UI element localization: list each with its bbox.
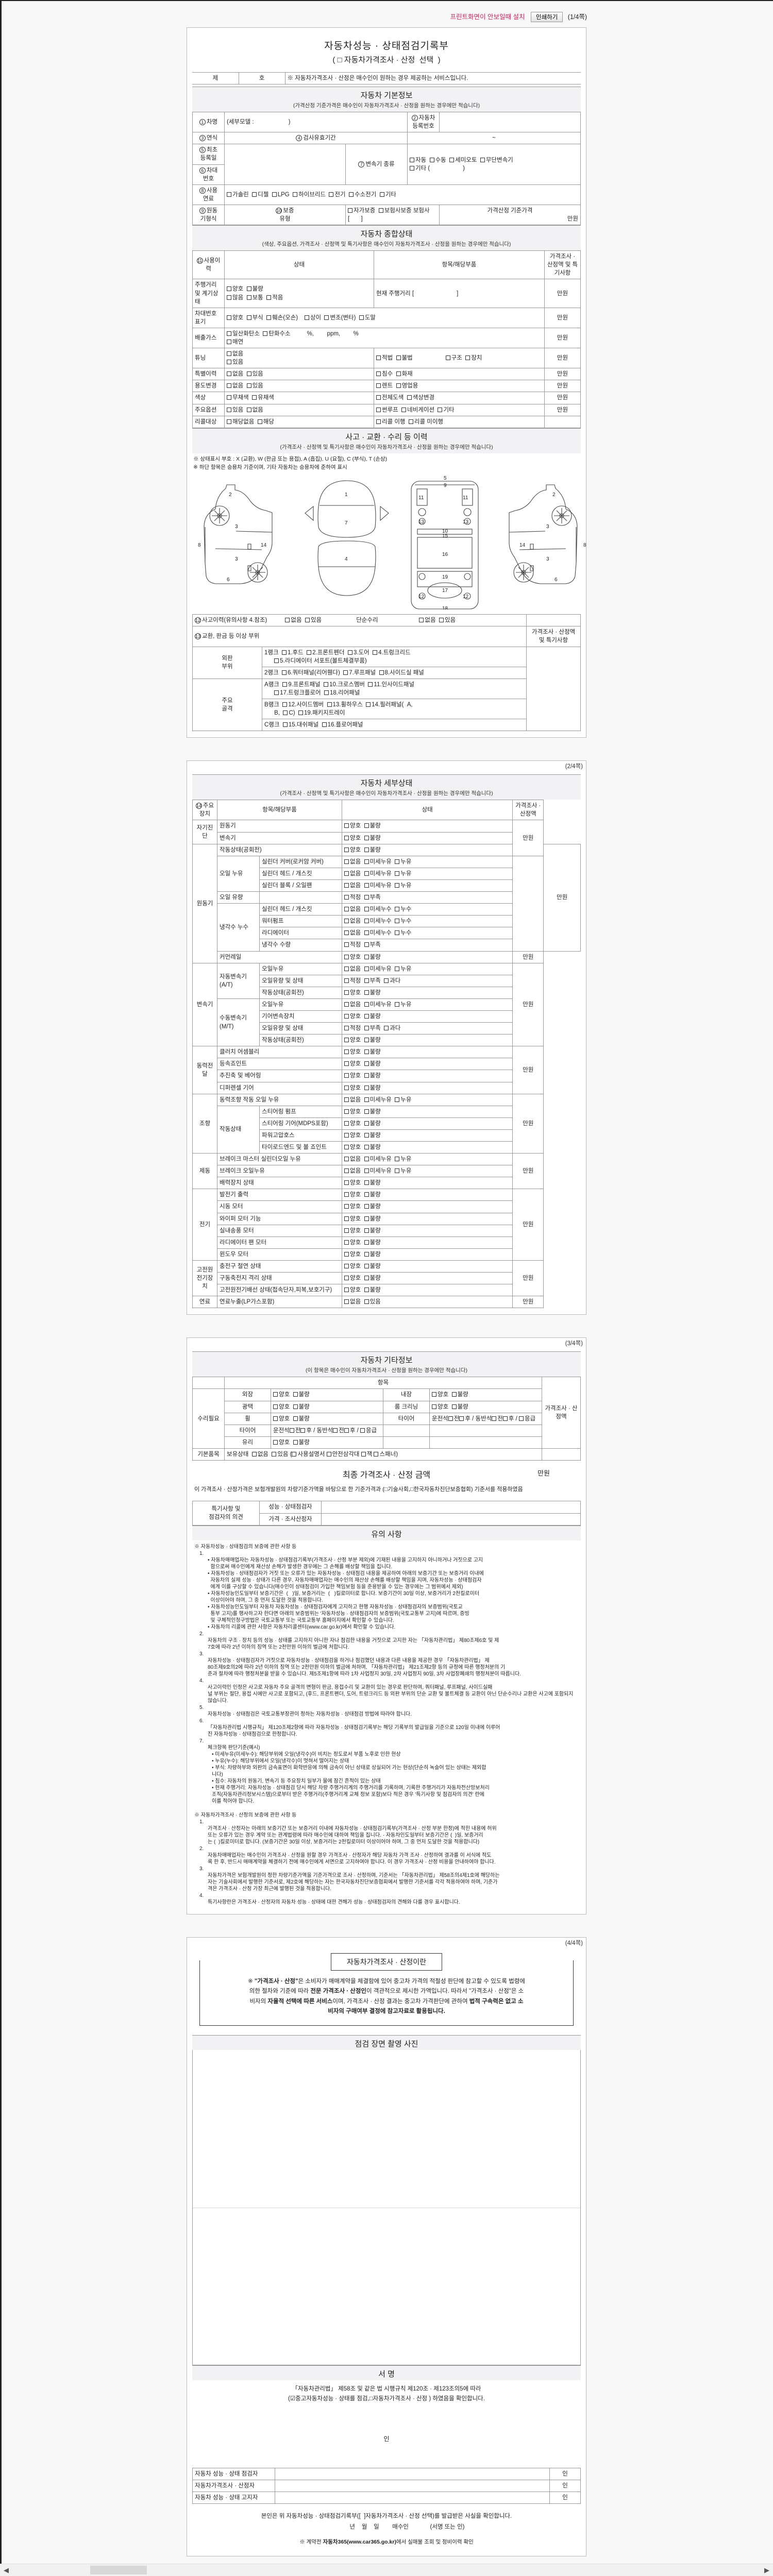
svg-text:11: 11: [418, 495, 424, 501]
svg-text:12: 12: [418, 594, 425, 600]
svg-text:11: 11: [463, 495, 468, 501]
svg-text:12: 12: [463, 594, 469, 600]
svg-text:6: 6: [554, 577, 558, 583]
svg-text:5: 5: [444, 476, 447, 481]
svg-text:9: 9: [444, 483, 447, 488]
svg-text:3: 3: [546, 524, 549, 530]
svg-text:8: 8: [198, 543, 201, 548]
svg-text:8: 8: [583, 543, 586, 548]
svg-text:13: 13: [463, 519, 469, 525]
svg-text:4: 4: [345, 556, 348, 562]
svg-text:14: 14: [261, 543, 267, 548]
svg-text:18: 18: [442, 606, 448, 609]
svg-text:13: 13: [418, 519, 425, 525]
svg-text:7: 7: [345, 520, 348, 526]
svg-text:19: 19: [442, 574, 448, 580]
svg-text:15: 15: [442, 533, 448, 539]
svg-text:2: 2: [552, 492, 556, 498]
svg-text:6: 6: [227, 577, 230, 583]
svg-text:3: 3: [546, 556, 549, 562]
svg-text:3: 3: [235, 524, 238, 530]
svg-text:16: 16: [442, 552, 448, 557]
svg-text:14: 14: [519, 543, 526, 548]
svg-text:1: 1: [345, 492, 348, 498]
svg-text:3: 3: [235, 556, 238, 562]
svg-text:2: 2: [229, 492, 232, 498]
svg-text:17: 17: [442, 588, 448, 594]
